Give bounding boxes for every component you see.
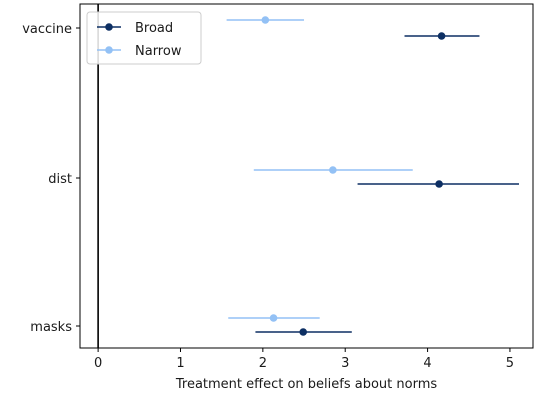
chart-axes: 0 1 2 3 4 5 vaccine dist masks — [22, 3, 534, 371]
point-narrow-dist — [329, 166, 337, 174]
y-tick-label-masks: masks — [30, 320, 72, 335]
point-narrow-vaccine — [261, 16, 270, 24]
point-broad-vaccine — [437, 32, 446, 40]
x-tick-label-1: 1 — [176, 356, 184, 371]
plot-frame — [79, 3, 534, 349]
legend-label-broad: Broad — [135, 21, 173, 36]
y-tick-label-vaccine: vaccine — [22, 22, 72, 37]
x-tick-label-3: 3 — [341, 356, 349, 371]
legend-marker-narrow — [105, 46, 113, 54]
point-broad-dist — [435, 180, 443, 188]
legend-marker-broad — [105, 23, 113, 31]
x-tick-label-0: 0 — [94, 356, 102, 371]
point-broad-masks — [299, 328, 308, 336]
y-tick-label-dist: dist — [48, 172, 72, 187]
chart-marks — [97, 4, 519, 348]
x-tick-label-2: 2 — [259, 356, 267, 371]
legend: Broad Narrow — [86, 11, 202, 65]
point-narrow-masks — [269, 314, 278, 322]
legend-box — [86, 11, 202, 65]
legend-label-narrow: Narrow — [135, 44, 182, 59]
x-axis-title: Treatment effect on beliefs about norms — [175, 377, 438, 392]
x-tick-label-4: 4 — [423, 356, 431, 371]
x-tick-label-5: 5 — [506, 356, 514, 371]
